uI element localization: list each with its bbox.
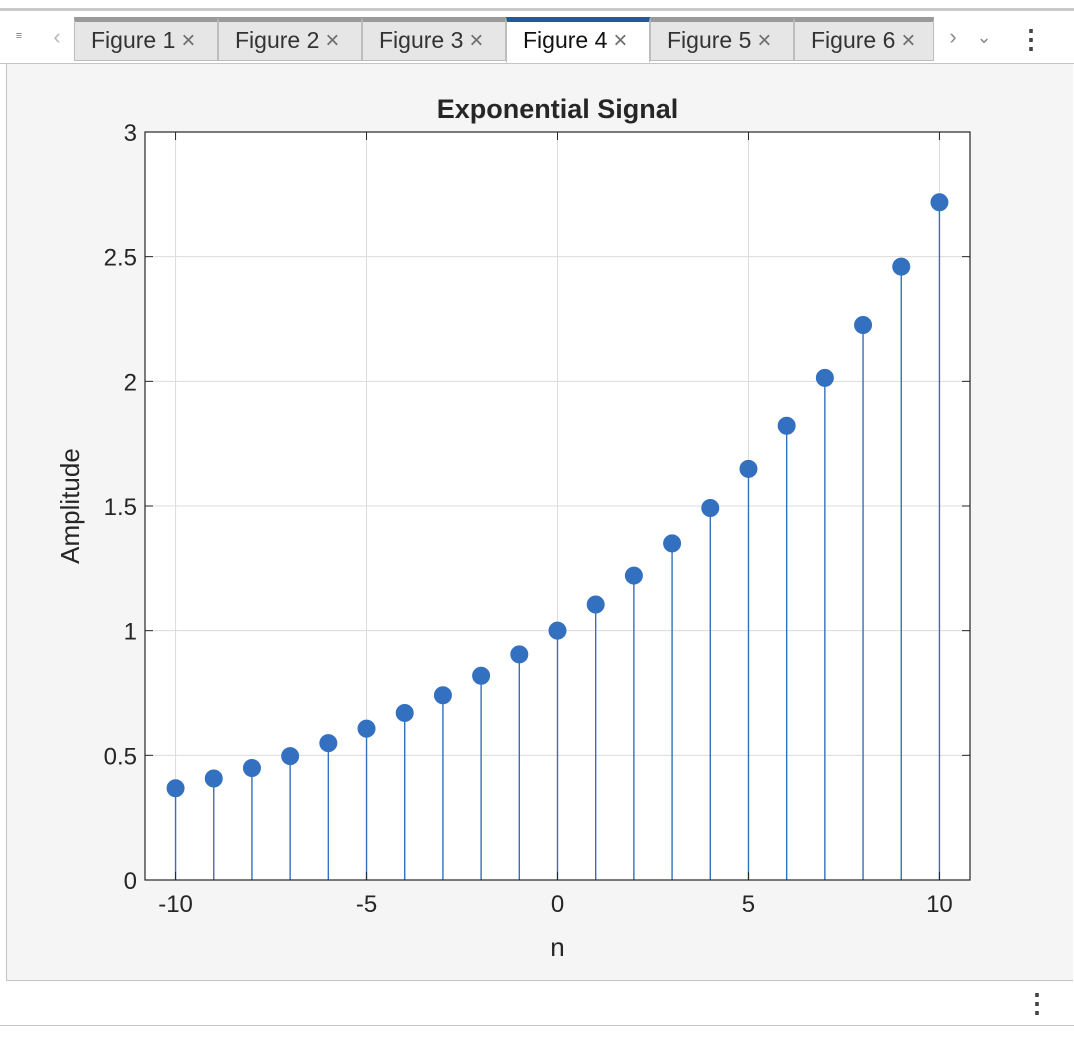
- stem-marker: [701, 498, 720, 517]
- stem-marker: [357, 719, 376, 738]
- stem-marker: [854, 315, 873, 334]
- close-icon[interactable]: ×: [757, 27, 772, 54]
- chevron-right-icon[interactable]: ›: [949, 24, 957, 49]
- stem-marker: [242, 759, 261, 778]
- stem-marker: [739, 459, 758, 478]
- more-vertical-icon[interactable]: ⋮: [1018, 24, 1044, 54]
- stem-marker: [472, 666, 491, 685]
- x-tick-label: 10: [926, 891, 953, 918]
- tick-labels: -10 -5 0 5 10 0 0.5 1 1.5 2 2.5 3: [104, 120, 953, 918]
- stems: [166, 193, 949, 880]
- tab-label: Figure 5: [667, 27, 752, 53]
- y-tick-label: 2.5: [104, 245, 137, 272]
- window-top-border: [0, 8, 1074, 11]
- stem-marker: [930, 193, 949, 212]
- y-tick-label: 3: [124, 120, 137, 147]
- y-tick-label: 2: [124, 369, 137, 396]
- chart-title: Exponential Signal: [437, 94, 679, 124]
- stem-marker: [395, 703, 414, 722]
- tab-label: Figure 4: [523, 27, 608, 53]
- tab-figure-5[interactable]: Figure 5 ×: [650, 17, 794, 61]
- stem-marker: [624, 566, 643, 585]
- y-tick-label: 0: [124, 868, 137, 895]
- y-tick-label: 0.5: [104, 743, 137, 770]
- chevron-left-icon[interactable]: ‹: [53, 24, 61, 49]
- stem-marker: [510, 645, 529, 664]
- stem-marker: [892, 257, 911, 276]
- tab-label: Figure 6: [811, 27, 896, 53]
- x-tick-label: -10: [158, 891, 193, 918]
- status-bar: ⋮: [0, 981, 1074, 1026]
- stem-marker: [815, 368, 834, 387]
- x-tick-label: -5: [356, 891, 377, 918]
- stem-marker: [433, 686, 452, 705]
- stem-marker: [663, 534, 682, 553]
- left-panel-edge: [0, 64, 6, 980]
- more-vertical-icon[interactable]: ⋮: [1024, 988, 1050, 1018]
- stem-marker: [319, 734, 338, 753]
- tab-figure-3[interactable]: Figure 3 ×: [362, 17, 506, 61]
- axes-frame: [144, 131, 971, 881]
- figure-tab-bar: ≡ ‹ Figure 1 × Figure 2 × Figure 3 × Figure…: [0, 11, 1074, 64]
- stem-marker: [204, 769, 223, 788]
- tab-label: Figure 2: [235, 27, 320, 53]
- close-icon[interactable]: ×: [469, 27, 484, 54]
- tab-figure-6[interactable]: Figure 6 ×: [794, 17, 934, 61]
- close-icon[interactable]: ×: [901, 27, 916, 54]
- stem-marker: [586, 595, 605, 614]
- x-tick-label: 0: [551, 891, 564, 918]
- tab-label: Figure 3: [379, 27, 464, 53]
- y-tick-label: 1.5: [104, 494, 137, 521]
- chevron-down-icon[interactable]: ⌄: [976, 27, 992, 47]
- tab-label: Figure 1: [91, 27, 176, 53]
- stem-marker: [166, 779, 185, 798]
- x-tick-label: 5: [742, 891, 755, 918]
- stem-marker: [777, 416, 796, 435]
- figure-canvas: -10 -5 0 5 10 0 0.5 1 1.5 2 2.5 3 Exponential Signa…: [6, 64, 1073, 981]
- close-icon[interactable]: ×: [613, 27, 628, 54]
- stem-marker: [548, 621, 567, 640]
- close-icon[interactable]: ×: [181, 27, 196, 54]
- close-icon[interactable]: ×: [325, 27, 340, 54]
- y-axis-label: Amplitude: [55, 448, 85, 564]
- tab-figure-4[interactable]: Figure 4 ×: [506, 17, 650, 63]
- tab-figure-1[interactable]: Figure 1 ×: [74, 17, 218, 61]
- stem-chart: -10 -5 0 5 10 0 0.5 1 1.5 2 2.5 3 Exponential Signa…: [55, 94, 971, 962]
- tab-figure-2[interactable]: Figure 2 ×: [218, 17, 362, 61]
- x-axis-label: n: [550, 932, 564, 962]
- list-menu-icon[interactable]: ≡: [15, 30, 23, 42]
- y-tick-label: 1: [124, 619, 137, 646]
- stem-marker: [281, 747, 300, 766]
